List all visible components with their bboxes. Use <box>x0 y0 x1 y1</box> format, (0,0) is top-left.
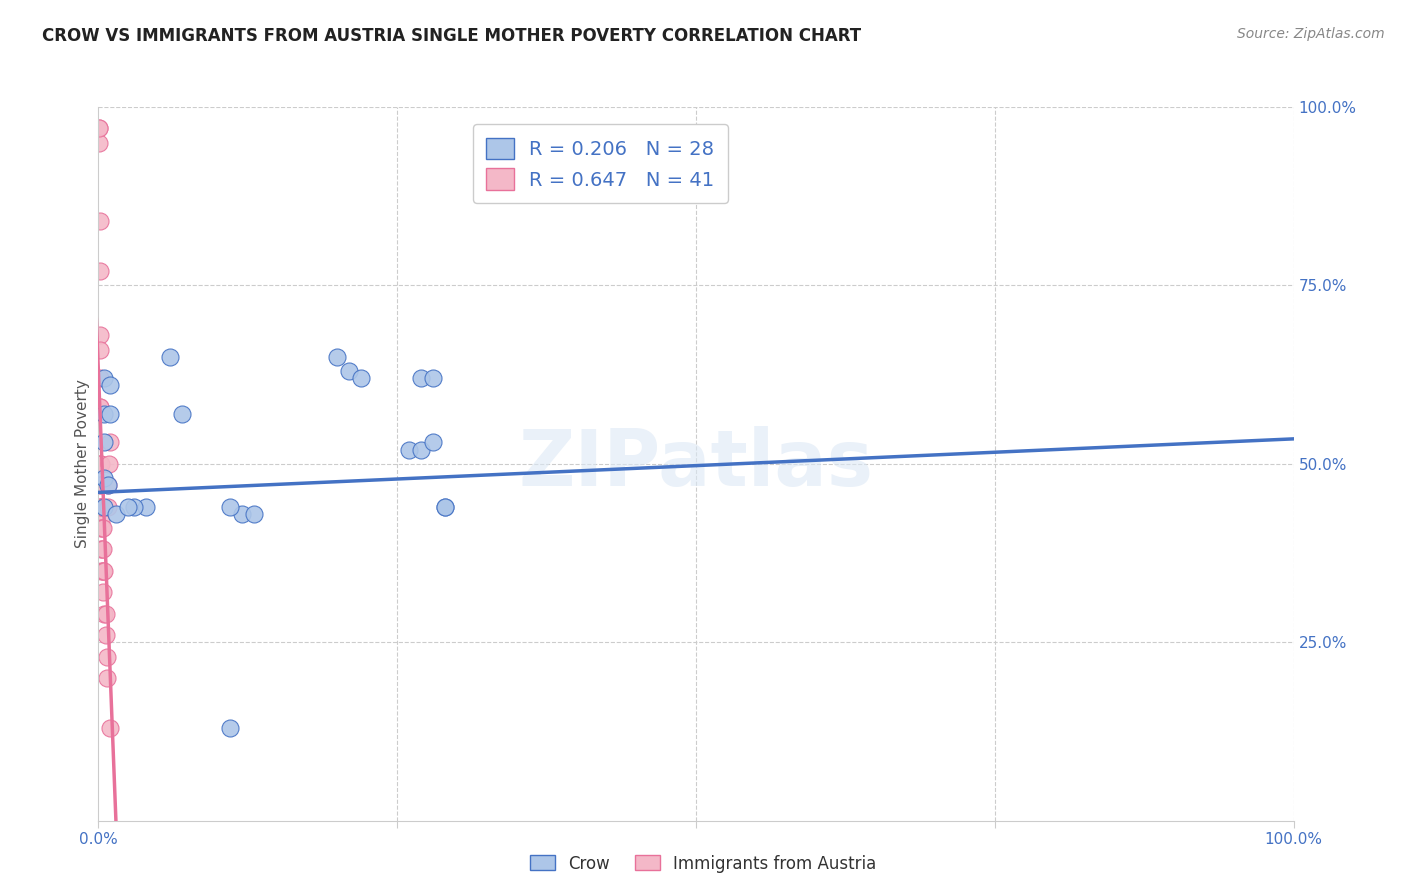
Point <box>89 457 111 471</box>
Point <box>97 478 120 492</box>
Point <box>87 121 110 136</box>
Point <box>422 371 444 385</box>
Point <box>89 343 111 357</box>
Point <box>433 500 456 514</box>
Point <box>93 471 115 485</box>
Point <box>97 500 120 514</box>
Point <box>93 564 115 578</box>
Point <box>90 521 112 535</box>
Point <box>98 457 121 471</box>
Point <box>243 507 266 521</box>
Point <box>339 364 360 378</box>
Point <box>219 721 242 735</box>
Point <box>411 371 433 385</box>
Point <box>117 500 139 514</box>
Point <box>90 542 112 557</box>
Point <box>89 328 111 343</box>
Point <box>326 350 349 364</box>
Point <box>433 500 456 514</box>
Point <box>422 435 444 450</box>
Point <box>89 214 111 228</box>
Point <box>90 500 112 514</box>
Point <box>90 478 112 492</box>
Point <box>93 607 115 621</box>
Point <box>89 457 111 471</box>
Point <box>135 500 157 514</box>
Point <box>89 400 111 414</box>
Legend: Crow, Immigrants from Austria: Crow, Immigrants from Austria <box>523 848 883 880</box>
Point <box>350 371 373 385</box>
Point <box>91 542 114 557</box>
Point <box>98 407 122 421</box>
Y-axis label: Single Mother Poverty: Single Mother Poverty <box>75 379 90 549</box>
Point <box>89 400 111 414</box>
Point <box>90 564 112 578</box>
Point <box>97 478 120 492</box>
Point <box>91 585 114 599</box>
Point <box>87 136 110 150</box>
Point <box>91 542 114 557</box>
Point <box>96 649 118 664</box>
Text: ZIPatlas: ZIPatlas <box>519 425 873 502</box>
Point <box>89 500 111 514</box>
Point <box>91 564 114 578</box>
Text: Source: ZipAtlas.com: Source: ZipAtlas.com <box>1237 27 1385 41</box>
Point <box>89 371 111 385</box>
Point <box>159 350 181 364</box>
Point <box>94 607 117 621</box>
Point <box>90 514 112 528</box>
Point <box>90 500 112 514</box>
Point <box>91 500 114 514</box>
Point <box>93 371 115 385</box>
Point <box>172 407 194 421</box>
Point <box>91 521 114 535</box>
Point <box>398 442 420 457</box>
Point <box>231 507 253 521</box>
Point <box>89 478 111 492</box>
Text: CROW VS IMMIGRANTS FROM AUSTRIA SINGLE MOTHER POVERTY CORRELATION CHART: CROW VS IMMIGRANTS FROM AUSTRIA SINGLE M… <box>42 27 862 45</box>
Point <box>93 500 115 514</box>
Point <box>124 500 146 514</box>
Point <box>87 121 110 136</box>
Point <box>219 500 242 514</box>
Point <box>91 521 114 535</box>
Point <box>411 442 433 457</box>
Point <box>89 264 111 278</box>
Legend: R = 0.206   N = 28, R = 0.647   N = 41: R = 0.206 N = 28, R = 0.647 N = 41 <box>472 124 728 203</box>
Point <box>93 407 115 421</box>
Point <box>93 435 115 450</box>
Point <box>90 457 112 471</box>
Point <box>98 435 122 450</box>
Point <box>91 564 114 578</box>
Point <box>98 721 122 735</box>
Point <box>105 507 128 521</box>
Point <box>98 378 122 392</box>
Point <box>96 671 118 685</box>
Point <box>94 628 117 642</box>
